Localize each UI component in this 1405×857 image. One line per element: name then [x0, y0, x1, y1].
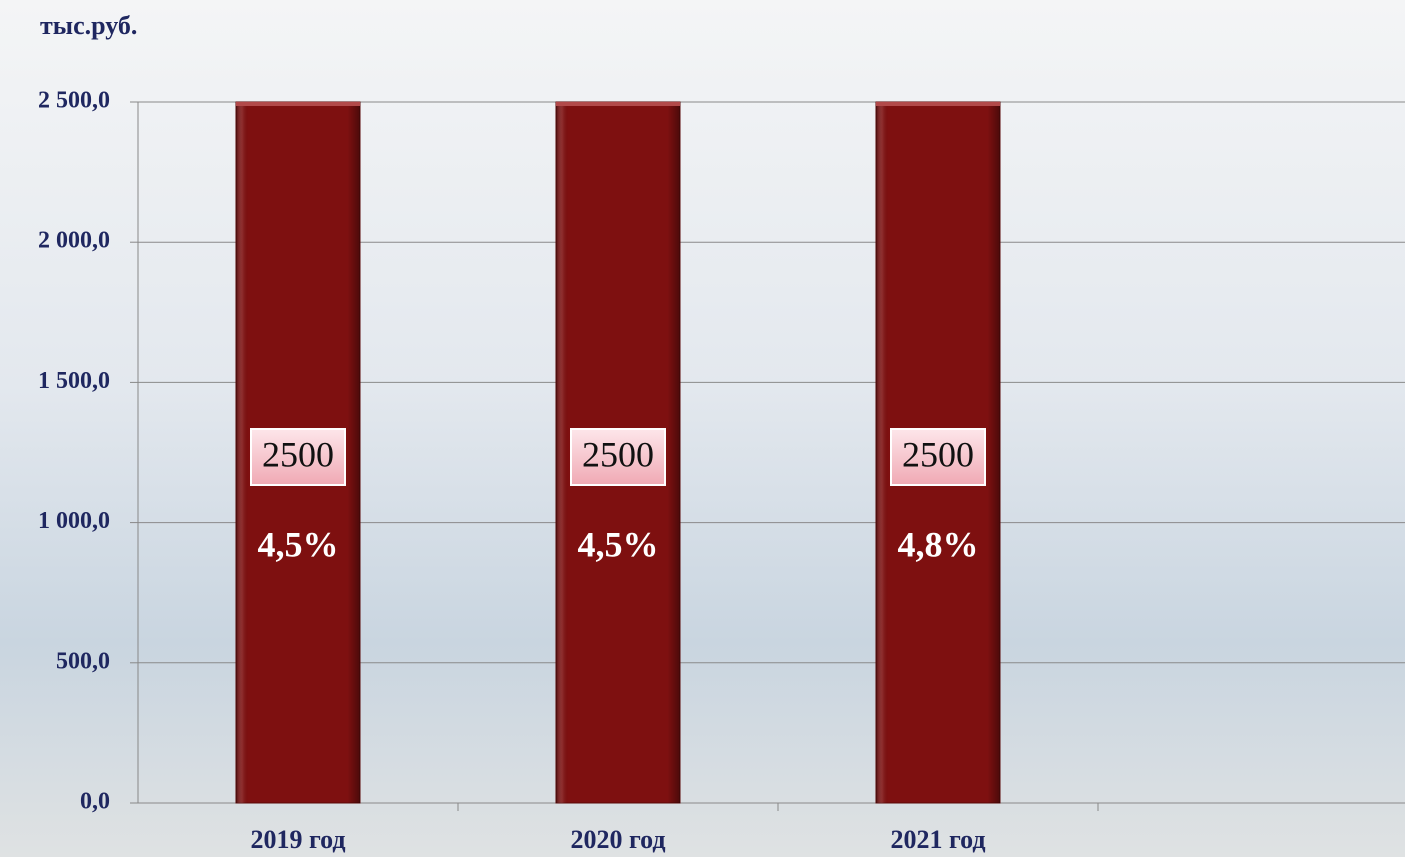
- bar-top-edge: [876, 102, 1000, 106]
- percent-label: 4,5%: [578, 524, 659, 564]
- value-label-box: [890, 428, 986, 487]
- x-tick-label: 2020 год: [570, 825, 665, 854]
- y-tick-label: 1 000,0: [38, 508, 110, 534]
- y-tick-label: 2 500,0: [38, 88, 110, 114]
- y-tick-label: 1 500,0: [38, 368, 110, 394]
- x-tick-label: 2021 год: [890, 825, 985, 854]
- x-tick-label: 2019 год: [250, 825, 345, 854]
- bar-top-edge: [556, 102, 680, 106]
- value-label-box: [570, 428, 666, 487]
- value-label-box: [250, 428, 346, 487]
- value-label: 2500: [902, 434, 974, 474]
- value-label: 2500: [262, 434, 334, 474]
- percent-label: 4,8%: [898, 524, 979, 564]
- y-tick-label: 2 000,0: [38, 228, 110, 254]
- y-tick-label: 0,0: [80, 789, 110, 815]
- percent-label: 4,5%: [258, 524, 339, 564]
- value-label: 2500: [582, 434, 654, 474]
- y-tick-label: 500,0: [56, 648, 110, 674]
- bar-top-edge: [236, 102, 360, 106]
- y-axis-label: тыс.руб.: [40, 11, 137, 40]
